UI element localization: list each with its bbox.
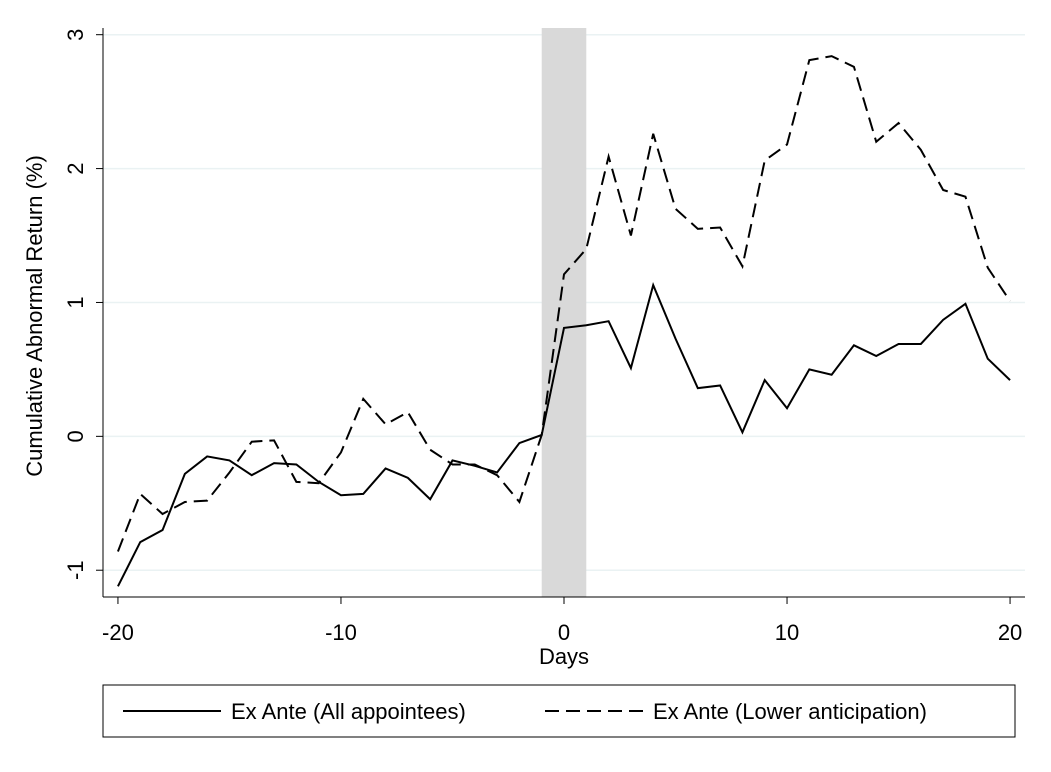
series-line [117,281,1011,587]
x-tick-label: -10 [325,620,357,645]
legend-label: Ex Ante (All appointees) [231,699,466,724]
x-tick-label: 20 [998,620,1022,645]
series-line [117,55,1011,552]
legend-label: Ex Ante (Lower anticipation) [653,699,927,724]
x-tick-label: 0 [558,620,570,645]
y-axis-label: Cumulative Abnormal Return (%) [22,155,47,477]
shaded-region [541,28,587,597]
y-tick-label: 3 [63,29,88,41]
x-tick-label: 10 [775,620,799,645]
x-axis-label: Days [539,644,589,669]
y-tick-label: 1 [63,296,88,308]
x-tick-label: -20 [102,620,134,645]
y-tick-label: -1 [63,560,88,580]
y-tick-label: 0 [63,430,88,442]
y-tick-label: 2 [63,162,88,174]
